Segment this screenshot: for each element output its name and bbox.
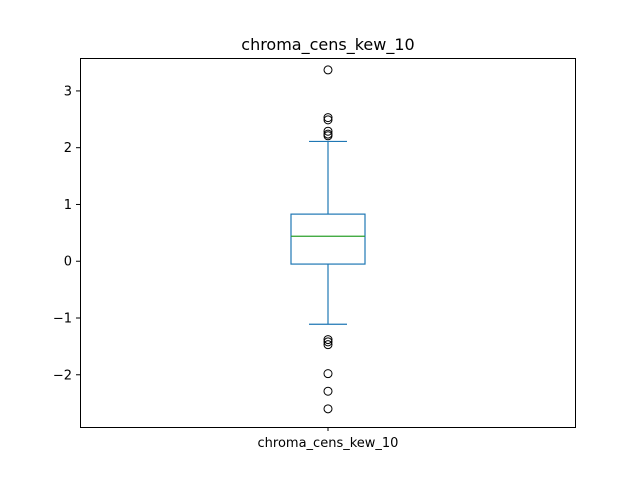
outlier-point [323, 404, 333, 414]
plot-area: −2 −1 0 1 2 3 chroma_cens_kew_10 [53, 65, 399, 451]
iqr-box [290, 213, 366, 265]
y-tick-label: 0 [64, 255, 72, 270]
chart-title: chroma_cens_kew_10 [241, 35, 414, 55]
outlier-point [323, 340, 333, 350]
outlier-point [323, 113, 333, 123]
outlier-point [323, 335, 333, 345]
y-tick-label: −1 [53, 312, 72, 327]
y-tick-label: 2 [64, 141, 72, 156]
outlier-point [323, 337, 333, 347]
y-tick-label: 3 [64, 84, 72, 99]
axes-frame [80, 58, 576, 428]
y-tick-label: −2 [53, 368, 72, 383]
y-tick-label: 1 [64, 198, 72, 213]
x-tick-label: chroma_cens_kew_10 [258, 436, 399, 451]
outlier-point [323, 369, 333, 379]
outlier-point [323, 65, 333, 75]
outlier-point [323, 115, 333, 125]
outlier-point [323, 126, 333, 136]
outlier-point [323, 131, 333, 141]
outlier-point [323, 386, 333, 396]
